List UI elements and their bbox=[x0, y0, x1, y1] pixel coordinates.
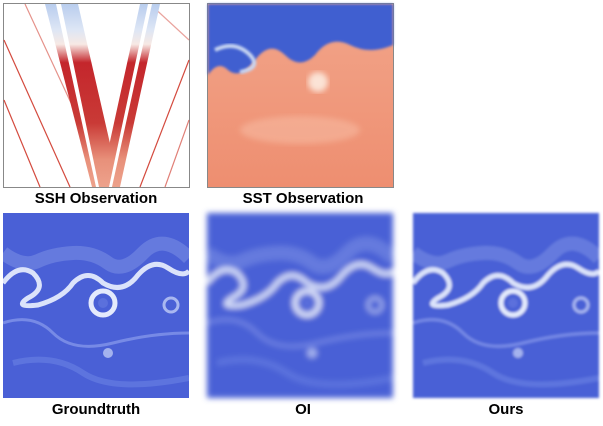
track bbox=[139, 59, 190, 188]
track bbox=[3, 39, 71, 188]
track bbox=[3, 99, 41, 188]
oi-field bbox=[207, 213, 393, 398]
panel-label: SST Observation bbox=[243, 190, 364, 207]
ours-field bbox=[413, 213, 599, 398]
ssh-panel bbox=[3, 3, 190, 188]
groundtruth-field bbox=[3, 213, 189, 398]
swath-gap bbox=[109, 4, 152, 187]
ssh-tracks bbox=[3, 3, 190, 188]
eddy bbox=[308, 72, 328, 92]
panel-label: Groundtruth bbox=[52, 401, 140, 418]
panel-label: SSH Observation bbox=[35, 190, 158, 207]
warm-patch bbox=[240, 116, 360, 144]
sst-panel bbox=[207, 3, 394, 188]
panel-label: OI bbox=[295, 401, 311, 418]
front bbox=[214, 44, 257, 74]
panel-label: Ours bbox=[488, 401, 523, 418]
swath-gap bbox=[56, 4, 99, 187]
track bbox=[164, 119, 190, 188]
ssh-swath bbox=[45, 4, 120, 187]
